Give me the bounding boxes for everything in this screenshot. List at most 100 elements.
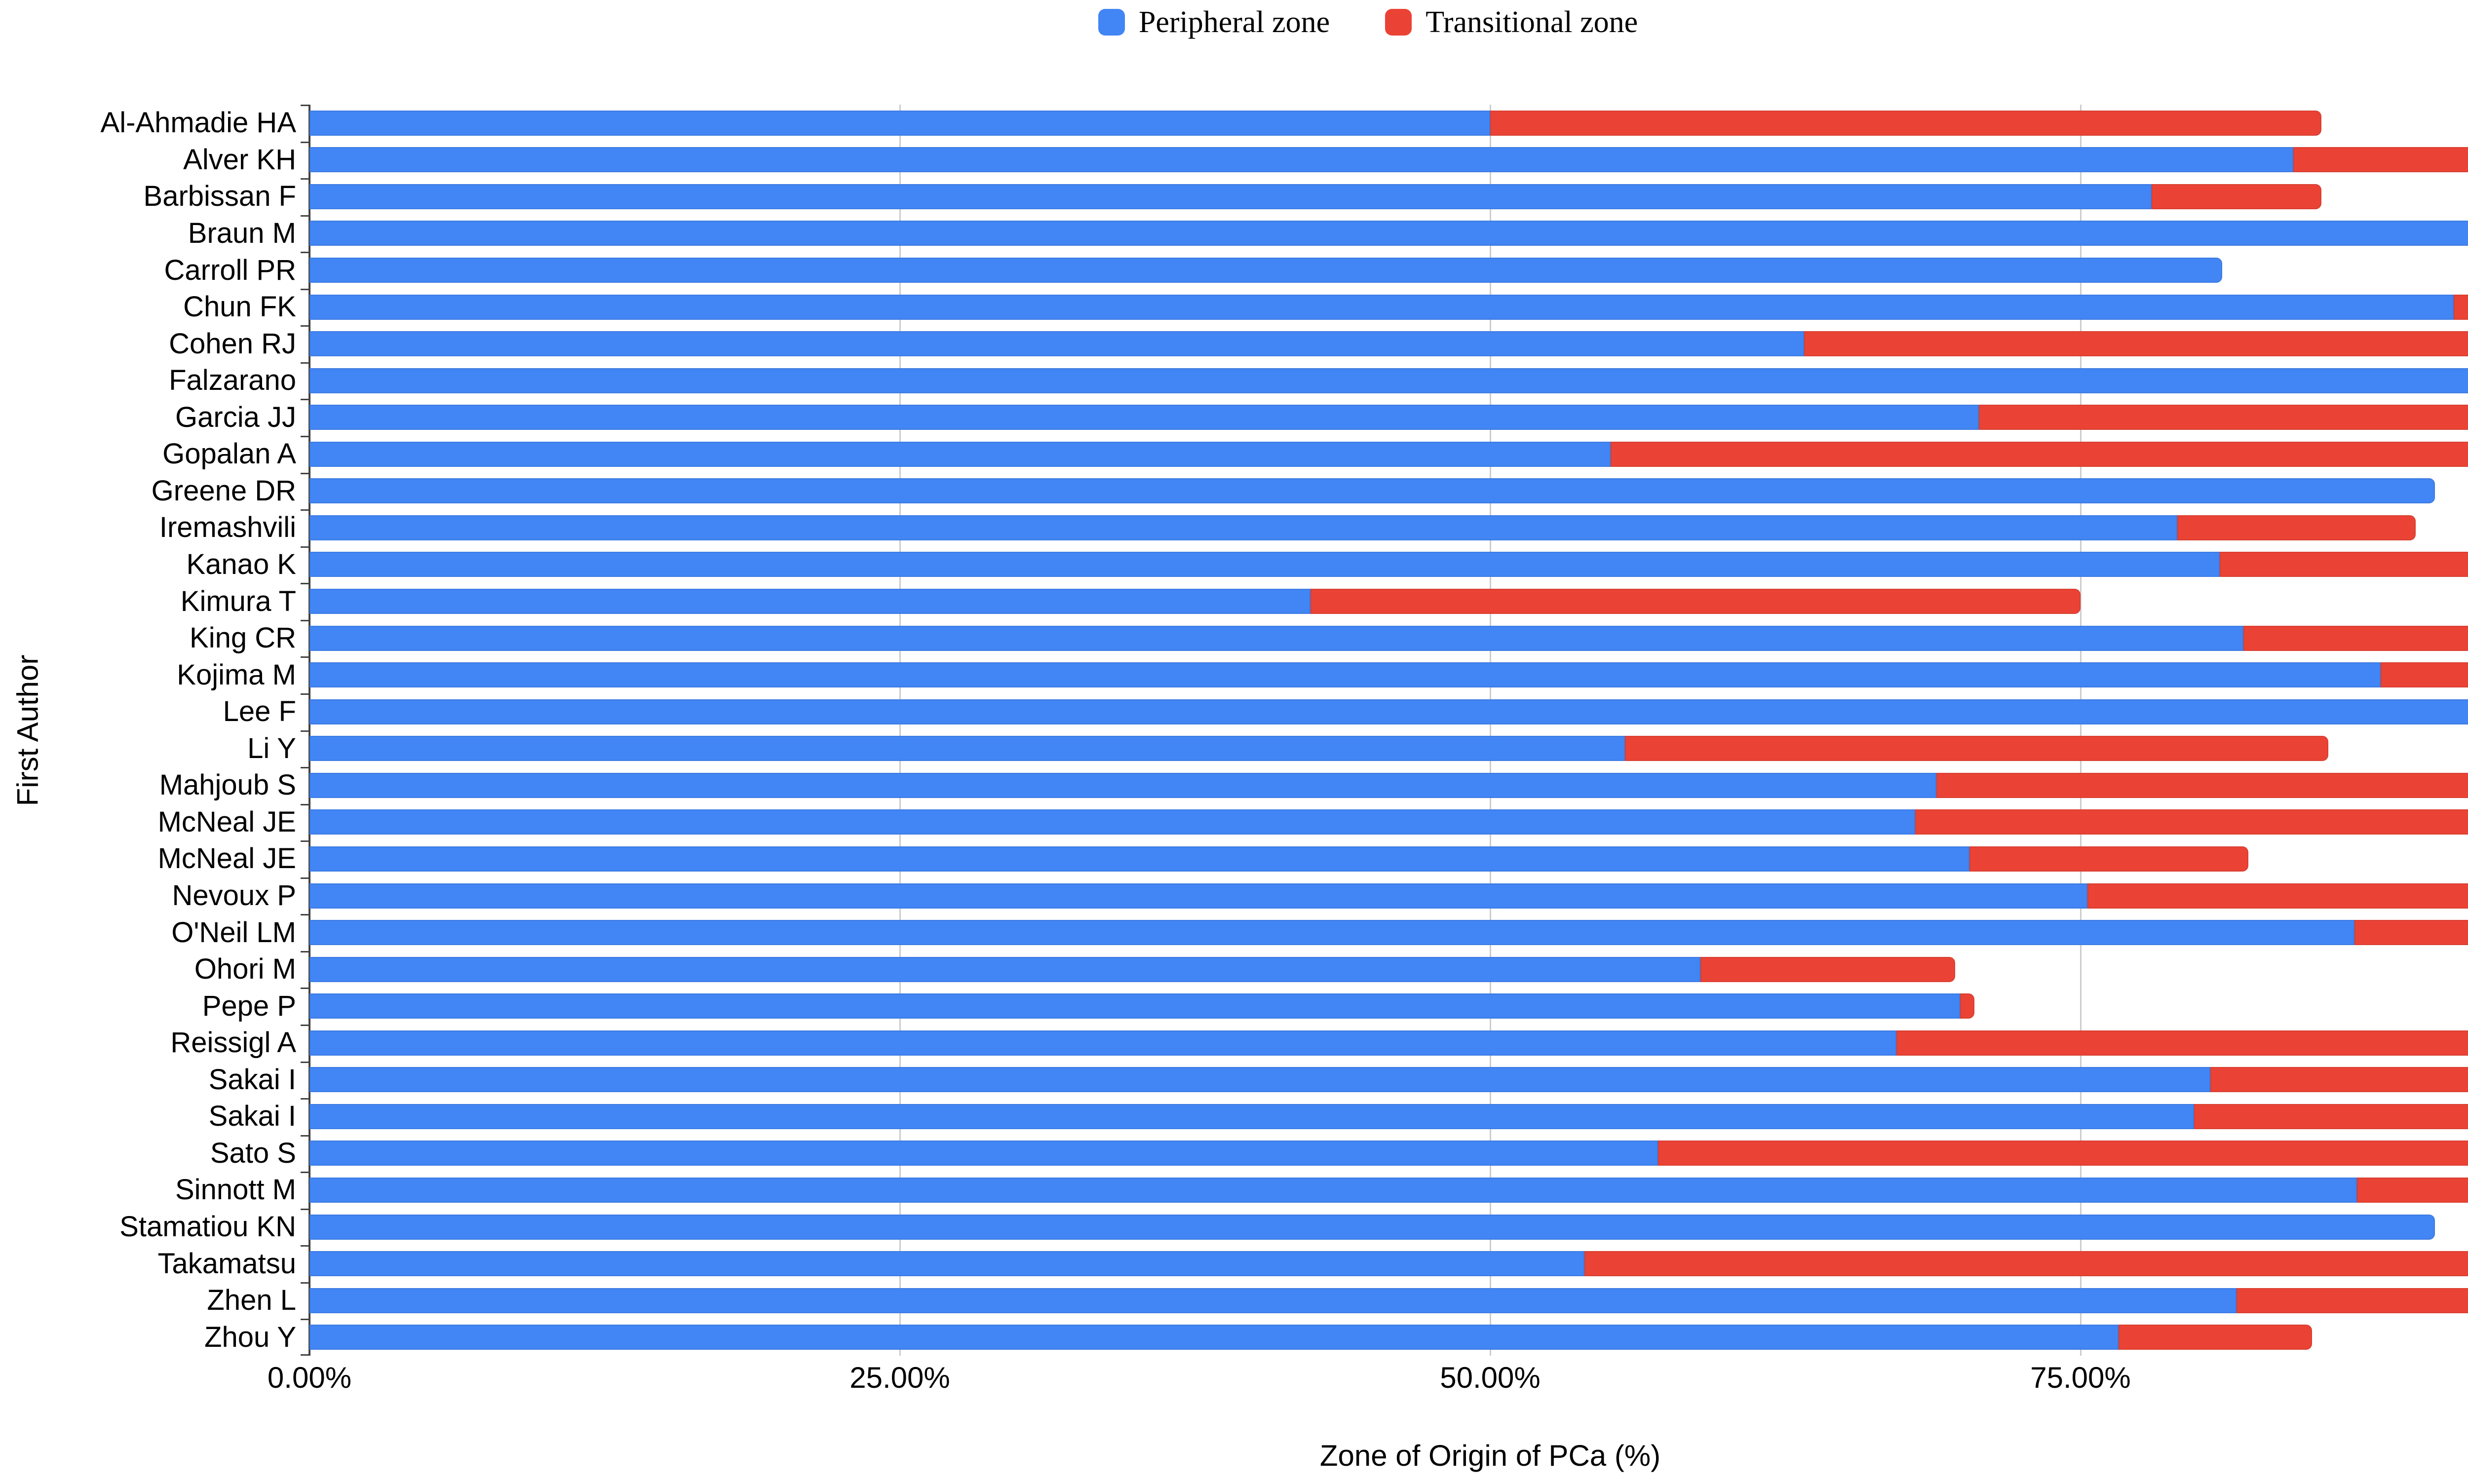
bar-segment-transitional-zone — [1658, 1141, 2468, 1166]
bar-segment-peripheral-zone — [309, 662, 2381, 688]
bar-segment-peripheral-zone — [309, 1325, 2119, 1350]
stacked-bar — [309, 294, 2468, 320]
bar-segment-transitional-zone — [2177, 515, 2416, 540]
bar-segment-transitional-zone — [1804, 331, 2468, 357]
bar-segment-peripheral-zone — [309, 552, 2220, 577]
y-axis-label: Reissigl A — [170, 1027, 296, 1059]
y-axis-tick — [301, 693, 309, 695]
bar-row — [309, 1245, 2468, 1282]
bar-segment-transitional-zone — [1979, 405, 2468, 430]
y-axis-tick — [301, 252, 309, 253]
x-axis-tick-label: 0.00% — [267, 1361, 352, 1394]
bar-segment-transitional-zone — [1936, 772, 2468, 798]
y-axis-tick — [301, 730, 309, 732]
y-axis-label: Al-Ahmadie HA — [100, 107, 296, 139]
y-axis-tick — [301, 840, 309, 842]
bar-segment-peripheral-zone — [309, 625, 2244, 651]
y-axis-tick — [301, 951, 309, 952]
y-axis-label: Braun M — [188, 217, 296, 249]
y-axis-tick — [301, 804, 309, 805]
bar-segment-peripheral-zone — [309, 331, 1805, 357]
bar-segment-transitional-zone — [2243, 625, 2468, 651]
bar-segment-peripheral-zone — [309, 1103, 2194, 1129]
y-axis-label: Gopalan A — [162, 438, 296, 470]
y-axis-label: Nevoux P — [172, 879, 296, 912]
stacked-bar — [309, 441, 2468, 467]
bar-row — [309, 1172, 2468, 1209]
stacked-bar — [309, 1141, 2468, 1166]
stacked-bar — [309, 258, 2223, 283]
y-axis-tick — [301, 509, 309, 511]
y-axis-labels: Al-Ahmadie HA Alver KH Barbissan F Braun M C… — [0, 105, 296, 1356]
bar-row — [309, 1319, 2468, 1356]
bar-segment-peripheral-zone — [309, 405, 1979, 430]
stacked-bar — [309, 625, 2468, 651]
bar-segment-peripheral-zone — [309, 883, 2088, 909]
y-axis-label: Sinnott M — [175, 1174, 296, 1206]
y-axis-label: King CR — [190, 622, 296, 654]
bar-row — [309, 1209, 2468, 1246]
bar-row — [309, 988, 2468, 1025]
stacked-bar — [309, 1288, 2468, 1313]
bar-row — [309, 142, 2468, 179]
y-axis-tick — [301, 436, 309, 437]
stacked-bar — [309, 1325, 2312, 1350]
bar-row — [309, 473, 2468, 510]
y-axis-tick — [301, 1172, 309, 1173]
y-axis-tick — [301, 105, 309, 106]
y-axis-label: Kimura T — [180, 585, 296, 617]
stacked-bar — [309, 589, 2081, 614]
stacked-bar — [309, 699, 2468, 724]
y-axis-label: Sakai I — [208, 1063, 296, 1096]
bar-row — [309, 105, 2468, 142]
stacked-bar — [309, 1214, 2435, 1240]
chart-legend: Peripheral zone Transitional zone — [0, 7, 2468, 38]
bar-row — [309, 325, 2468, 362]
bar-segment-transitional-zone — [2118, 1325, 2312, 1350]
y-axis-tick — [301, 473, 309, 474]
bar-segment-transitional-zone — [1490, 110, 2321, 136]
legend-item-transitional-zone: Transitional zone — [1385, 7, 1638, 38]
bar-segment-peripheral-zone — [309, 1177, 2357, 1203]
bar-segment-peripheral-zone — [309, 1067, 2211, 1093]
y-axis-label: Stamatiou KN — [119, 1211, 296, 1243]
y-axis-label: Garcia JJ — [175, 401, 296, 433]
stacked-bar — [309, 736, 2329, 761]
bar-segment-peripheral-zone — [309, 1288, 2237, 1313]
y-axis-label: Carroll PR — [164, 254, 297, 286]
legend-item-peripheral-zone: Peripheral zone — [1098, 7, 1330, 38]
bar-row — [309, 804, 2468, 841]
y-axis-label: Chun FK — [183, 291, 296, 323]
plot-area — [301, 105, 2468, 1356]
bar-row — [309, 252, 2468, 289]
y-axis-label: Falzarano — [169, 364, 296, 397]
bar-segment-transitional-zone — [1584, 1251, 2468, 1277]
stacked-bar — [309, 552, 2468, 577]
bar-segment-transitional-zone — [1610, 441, 2468, 467]
y-axis-tick — [301, 399, 309, 400]
bar-segment-peripheral-zone — [309, 699, 2468, 724]
bar-segment-transitional-zone — [2354, 920, 2468, 946]
bar-row — [309, 1282, 2468, 1319]
y-axis-tick — [301, 1354, 309, 1356]
bar-segment-peripheral-zone — [309, 515, 2178, 540]
bar-row — [309, 914, 2468, 951]
y-axis-tick — [301, 1135, 309, 1137]
y-axis-label: Ohori M — [194, 953, 296, 986]
legend-label-peripheral: Peripheral zone — [1138, 5, 1330, 39]
bar-row — [309, 362, 2468, 399]
x-axis-tick-label: 50.00% — [1440, 1361, 1541, 1394]
y-axis-tick — [301, 583, 309, 584]
bar-segment-transitional-zone — [2087, 883, 2468, 909]
bar-row — [309, 656, 2468, 693]
bar-row — [309, 951, 2468, 988]
stacked-bar — [309, 809, 2468, 835]
bar-segment-peripheral-zone — [309, 809, 1916, 835]
y-axis-label: McNeal JE — [157, 842, 296, 875]
stacked-bar — [309, 221, 2468, 246]
bar-segment-peripheral-zone — [309, 736, 1625, 761]
stacked-bar — [309, 184, 2321, 209]
stacked-bar — [309, 662, 2468, 688]
bar-row — [309, 620, 2468, 657]
